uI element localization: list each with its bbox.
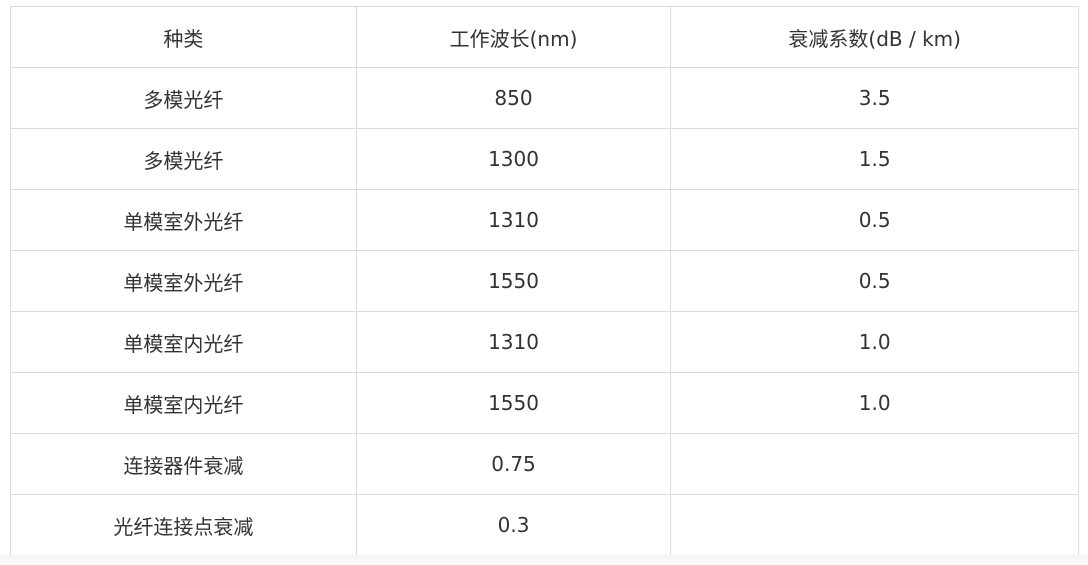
cell-wavelength: 1300 xyxy=(355,128,672,190)
header-wavelength: 工作波长(nm) xyxy=(355,6,672,68)
cell-wavelength: 850 xyxy=(355,67,672,129)
cell-attenuation: 1.0 xyxy=(670,372,1079,434)
cell-attenuation xyxy=(670,494,1079,556)
table-row: 光纤连接点衰减 0.3 xyxy=(10,494,1079,556)
cell-wavelength: 1310 xyxy=(355,189,672,251)
cell-type: 连接器件衰减 xyxy=(10,433,357,495)
table-row: 单模室外光纤 1310 0.5 xyxy=(10,189,1079,251)
header-type: 种类 xyxy=(10,6,357,68)
table-header-row: 种类 工作波长(nm) 衰减系数(dB / km) xyxy=(10,6,1079,68)
cell-attenuation: 0.5 xyxy=(670,189,1079,251)
table-row: 单模室外光纤 1550 0.5 xyxy=(10,250,1079,312)
table-row: 多模光纤 850 3.5 xyxy=(10,67,1079,129)
cell-attenuation: 1.5 xyxy=(670,128,1079,190)
cell-wavelength: 1550 xyxy=(355,250,672,312)
cell-type: 多模光纤 xyxy=(10,67,357,129)
header-attenuation: 衰减系数(dB / km) xyxy=(670,6,1079,68)
cell-wavelength: 1550 xyxy=(355,372,672,434)
cell-type: 单模室外光纤 xyxy=(10,189,357,251)
cell-attenuation xyxy=(670,433,1079,495)
cell-wavelength: 0.75 xyxy=(355,433,672,495)
cell-type: 多模光纤 xyxy=(10,128,357,190)
table-row: 单模室内光纤 1310 1.0 xyxy=(10,311,1079,373)
cell-type: 单模室外光纤 xyxy=(10,250,357,312)
cell-attenuation: 3.5 xyxy=(670,67,1079,129)
table-row: 多模光纤 1300 1.5 xyxy=(10,128,1079,190)
cell-wavelength: 1310 xyxy=(355,311,672,373)
fiber-attenuation-table: 种类 工作波长(nm) 衰减系数(dB / km) 多模光纤 850 3.5 多模光纤… xyxy=(10,6,1079,556)
cell-attenuation: 1.0 xyxy=(670,311,1079,373)
table-row: 连接器件衰减 0.75 xyxy=(10,433,1079,495)
cell-attenuation: 0.5 xyxy=(670,250,1079,312)
cell-type: 光纤连接点衰减 xyxy=(10,494,357,556)
cell-type: 单模室内光纤 xyxy=(10,372,357,434)
table-row: 单模室内光纤 1550 1.0 xyxy=(10,372,1079,434)
cell-type: 单模室内光纤 xyxy=(10,311,357,373)
cell-wavelength: 0.3 xyxy=(355,494,672,556)
bottom-shadow xyxy=(0,555,1088,565)
